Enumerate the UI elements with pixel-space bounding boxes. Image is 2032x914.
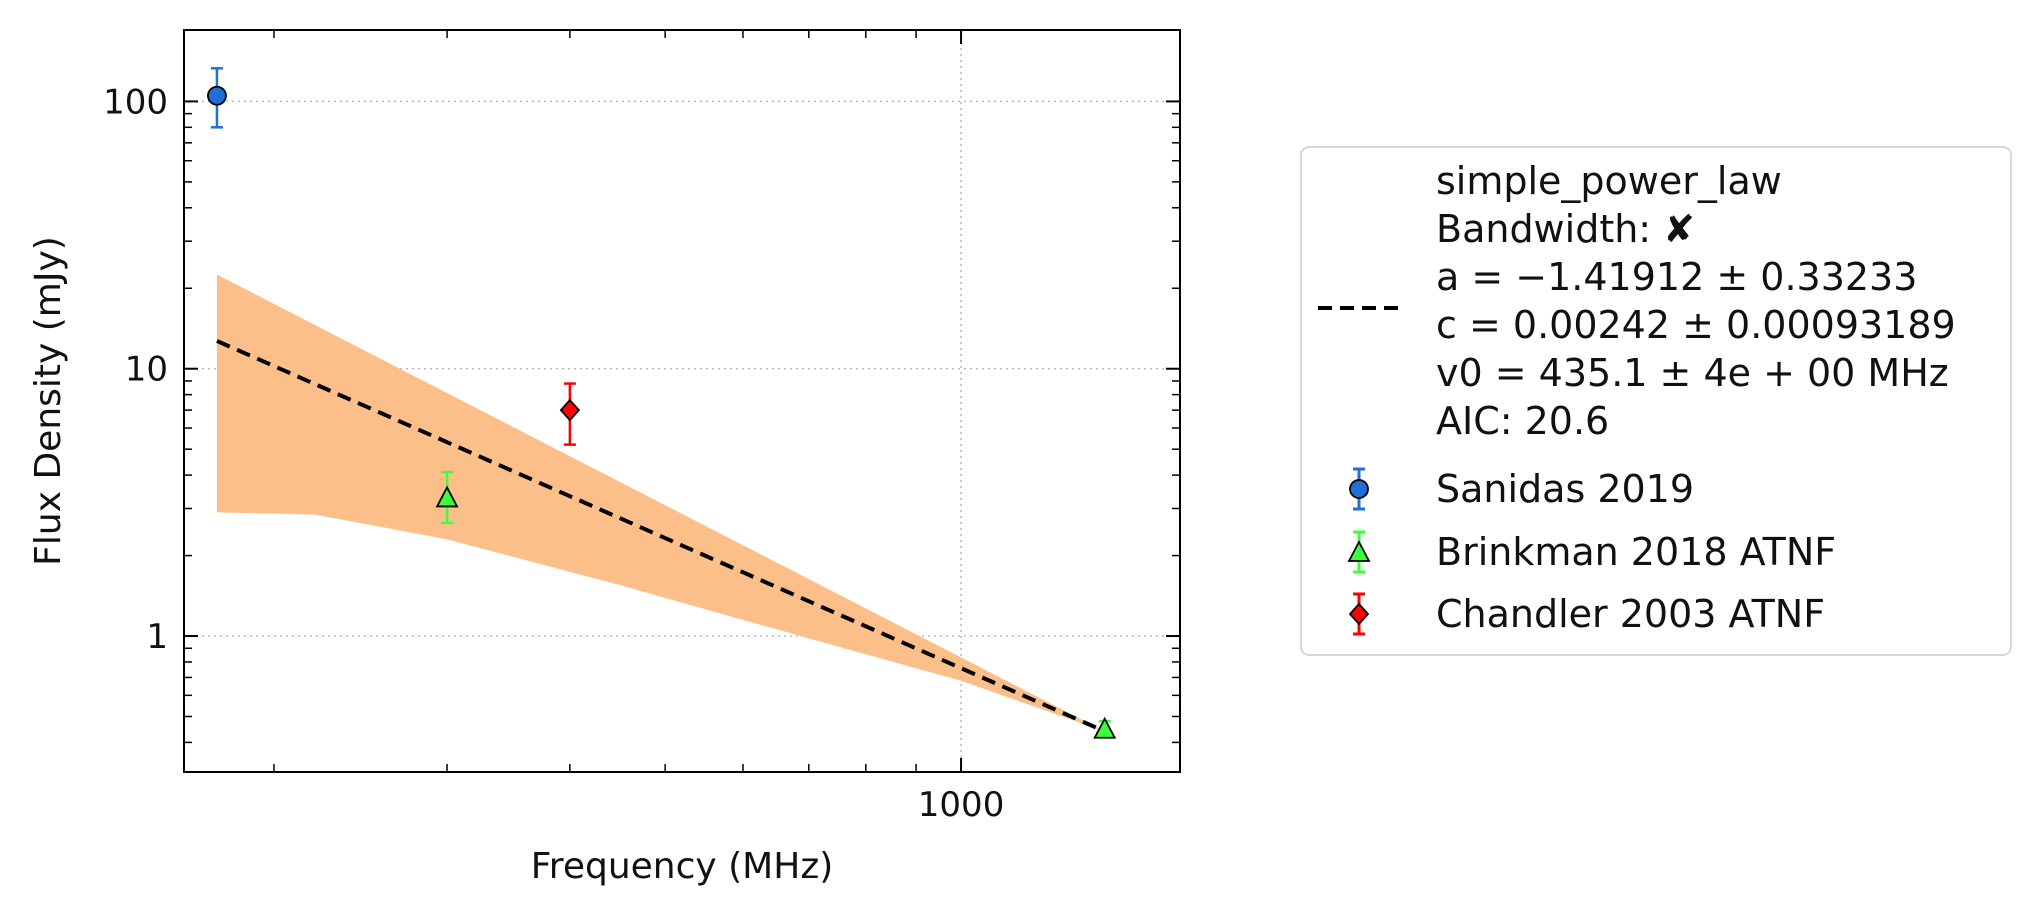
data-series-layer: [207, 67, 1117, 739]
series-1-point-1-marker: [1093, 716, 1117, 739]
fit-band-layer: [216, 274, 1105, 732]
legend-fit-aic: AIC: 20.6: [1436, 399, 1609, 443]
legend-fit-parameter-a: a = −1.41912 ± 0.33233: [1436, 255, 1917, 299]
x-tick-label-0: 1000: [918, 785, 1005, 825]
plot-frame: [183, 29, 1181, 773]
tick-layer: 1000 1 10 100: [103, 30, 1180, 825]
y-tick-label-1: 10: [125, 350, 168, 390]
legend-chandler-marker: [1348, 592, 1370, 636]
legend-frame: [1300, 146, 2012, 656]
fit-uncertainty-band: [216, 274, 1105, 732]
legend-brinkman-triangle-icon: [1347, 540, 1371, 562]
series-1-point-0-marker: [435, 485, 459, 508]
series-2-point-0-marker: [559, 398, 581, 422]
y-tick-label-0: 1: [146, 617, 168, 657]
legend-fit-bandwidth: Bandwidth: ✘: [1436, 207, 1695, 251]
legend: simple_power_law Bandwidth: ✘ a = −1.419…: [1300, 146, 2012, 656]
fit-line: [216, 339, 1106, 734]
legend-chandler-diamond-icon: [1348, 602, 1370, 626]
series-1-point-1: [1093, 716, 1117, 739]
legend-sanidas-circle-icon: [1349, 479, 1369, 499]
legend-brinkman-label: Brinkman 2018 ATNF: [1436, 530, 1836, 574]
x-axis-label: Frequency (MHz): [531, 846, 834, 887]
series-0-point-0: [207, 67, 227, 129]
fit-line-layer: [216, 339, 1106, 734]
series-0-point-0-marker: [207, 85, 227, 106]
series-2-point-0: [559, 382, 581, 446]
legend-sanidas-label: Sanidas 2019: [1436, 467, 1694, 511]
legend-brinkman-marker: [1347, 530, 1371, 574]
y-axis-label: Flux Density (mJy): [28, 236, 69, 566]
legend-chandler-label: Chandler 2003 ATNF: [1436, 592, 1825, 636]
grid-layer: [184, 30, 1180, 772]
series-1-point-0: [435, 470, 459, 525]
legend-fit-parameter-c: c = 0.00242 ± 0.00093189: [1436, 303, 1956, 347]
legend-sanidas-marker: [1349, 467, 1369, 511]
legend-fit-model: simple_power_law: [1436, 159, 1782, 203]
legend-fit-parameter-v0: v0 = 435.1 ± 4e + 00 MHz: [1436, 351, 1949, 395]
y-tick-label-2: 100: [103, 82, 168, 122]
